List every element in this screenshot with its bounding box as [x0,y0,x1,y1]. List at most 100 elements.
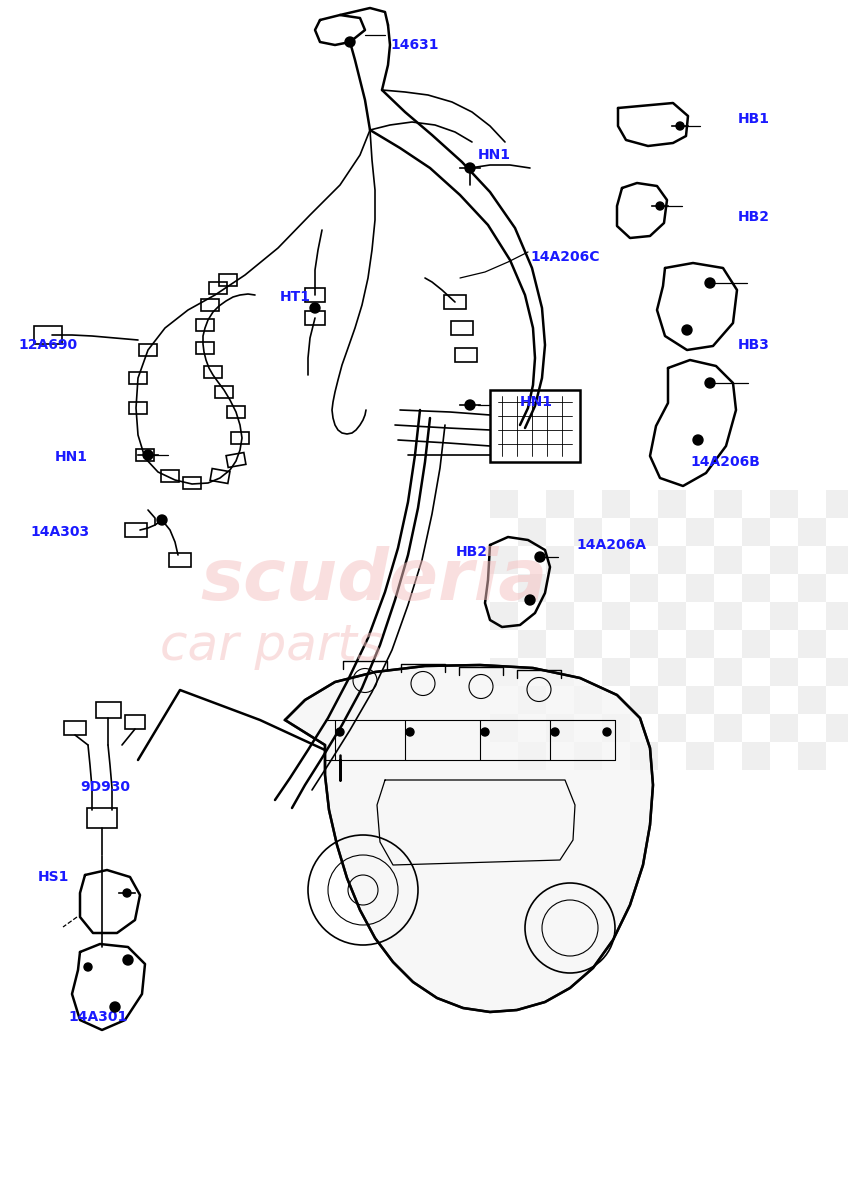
Bar [546,658,574,686]
Circle shape [123,955,133,965]
Bar [686,574,714,602]
Text: HT1: HT1 [280,290,311,304]
Circle shape [693,434,703,445]
Text: HB2: HB2 [738,210,770,224]
Bar [602,714,630,742]
Circle shape [705,278,715,288]
Bar [686,630,714,658]
Bar [546,490,574,518]
Circle shape [682,325,692,335]
Circle shape [525,595,535,605]
Bar [742,742,770,770]
Bar [630,686,658,714]
Circle shape [406,728,414,736]
Bar [490,546,518,574]
Bar [826,546,848,574]
Bar [630,630,658,658]
Bar [742,686,770,714]
Bar [546,546,574,574]
Bar [658,602,686,630]
Bar [630,518,658,546]
Bar [714,546,742,574]
Bar [518,686,546,714]
Bar [770,546,798,574]
Bar [714,602,742,630]
Bar [798,686,826,714]
Bar [574,574,602,602]
Text: 14A206A: 14A206A [576,538,646,552]
Text: 12A690: 12A690 [18,338,77,352]
Circle shape [123,889,131,898]
Text: 9D930: 9D930 [80,780,130,794]
Bar [686,742,714,770]
Text: 14A303: 14A303 [30,526,89,539]
Bar [490,490,518,518]
Bar [798,742,826,770]
Bar [798,630,826,658]
Text: HB1: HB1 [738,112,770,126]
Bar [518,518,546,546]
Bar [714,658,742,686]
Bar [714,490,742,518]
Bar [826,490,848,518]
Circle shape [676,122,684,130]
Bar [742,518,770,546]
Text: HS1: HS1 [38,870,70,884]
Bar [658,546,686,574]
Bar [490,714,518,742]
Text: HN1: HN1 [478,148,511,162]
Circle shape [336,728,344,736]
Bar [770,714,798,742]
Bar [602,658,630,686]
Bar [686,518,714,546]
Bar [518,574,546,602]
Bar [798,574,826,602]
Circle shape [110,1002,120,1012]
Text: scuderia: scuderia [200,546,547,614]
Bar [826,714,848,742]
Bar [742,574,770,602]
Circle shape [345,37,355,47]
Circle shape [551,728,559,736]
Bar [490,658,518,686]
Bar [714,714,742,742]
Bar [658,714,686,742]
Bar [658,490,686,518]
Text: HN1: HN1 [55,450,88,464]
Circle shape [143,450,153,460]
Bar [658,658,686,686]
Polygon shape [285,665,653,1012]
Text: car parts: car parts [160,622,383,670]
Bar [602,602,630,630]
Text: 14631: 14631 [390,38,438,52]
Bar [490,390,580,462]
Bar [574,742,602,770]
Bar [742,630,770,658]
Bar [686,686,714,714]
Circle shape [705,378,715,388]
Bar [546,602,574,630]
Bar [826,602,848,630]
Text: HB3: HB3 [738,338,770,352]
Circle shape [310,302,320,313]
Bar [630,574,658,602]
Text: 14A301: 14A301 [68,1010,127,1024]
Bar [574,518,602,546]
Bar [798,518,826,546]
Bar [490,602,518,630]
Bar [770,658,798,686]
Circle shape [535,552,545,562]
Bar [518,630,546,658]
Bar [770,602,798,630]
Text: 14A206B: 14A206B [690,455,760,469]
Bar [602,490,630,518]
Text: HB2: HB2 [456,545,488,559]
Circle shape [84,962,92,971]
Circle shape [157,515,167,526]
Circle shape [465,400,475,410]
Circle shape [481,728,489,736]
Bar [770,490,798,518]
Bar [574,686,602,714]
Circle shape [656,202,664,210]
Bar [602,546,630,574]
